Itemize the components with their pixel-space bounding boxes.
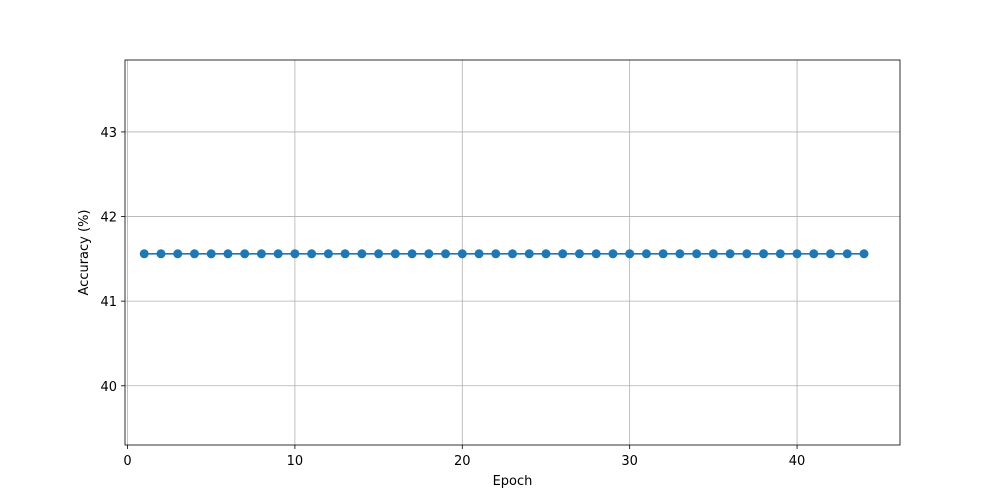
y-tick-label: 41 <box>100 295 117 310</box>
data-point <box>809 249 819 259</box>
data-point <box>491 249 501 259</box>
plot-frame <box>124 59 901 446</box>
data-point <box>842 249 852 259</box>
x-axis-label: Epoch <box>493 474 533 489</box>
y-tick-label: 42 <box>100 211 117 226</box>
data-point <box>742 249 752 259</box>
data-point <box>156 249 166 259</box>
data-point <box>273 249 283 259</box>
data-point <box>290 249 300 259</box>
y-tick-label: 43 <box>100 126 117 141</box>
x-tick-label: 30 <box>621 454 638 469</box>
data-point <box>374 249 384 259</box>
data-point <box>826 249 836 259</box>
data-point <box>641 249 651 259</box>
data-point <box>725 249 735 259</box>
data-point <box>792 249 802 259</box>
data-point <box>390 249 400 259</box>
data-point <box>340 249 350 259</box>
data-point <box>240 249 250 259</box>
data-point <box>424 249 434 259</box>
data-point <box>775 249 785 259</box>
data-point <box>474 249 484 259</box>
data-point <box>457 249 467 259</box>
data-point <box>307 249 317 259</box>
data-point <box>357 249 367 259</box>
data-point <box>524 249 534 259</box>
data-point <box>139 249 149 259</box>
x-tick-label: 0 <box>123 454 131 469</box>
data-point <box>625 249 635 259</box>
data-point <box>608 249 618 259</box>
data-point <box>558 249 568 259</box>
data-point <box>407 249 417 259</box>
data-point <box>675 249 685 259</box>
data-point <box>173 249 183 259</box>
x-tick-label: 10 <box>287 454 304 469</box>
ticks: 0 10 20 30 40 40 41 42 43 <box>100 126 805 469</box>
data-point <box>591 249 601 259</box>
grid <box>125 60 900 445</box>
data-point <box>206 249 216 259</box>
data-point <box>708 249 718 259</box>
data-point <box>692 249 702 259</box>
data-point <box>323 249 333 259</box>
data-point <box>223 249 233 259</box>
data-point <box>574 249 584 259</box>
data-point <box>541 249 551 259</box>
data-point <box>256 249 266 259</box>
data-point <box>859 249 869 259</box>
data-point <box>441 249 451 259</box>
data-point <box>658 249 668 259</box>
y-axis-label: Accuracy (%) <box>77 210 92 296</box>
data-point <box>189 249 199 259</box>
x-tick-label: 40 <box>789 454 806 469</box>
data-point <box>759 249 769 259</box>
x-tick-label: 20 <box>454 454 471 469</box>
y-tick-label: 40 <box>100 380 117 395</box>
series-layer <box>139 249 869 259</box>
data-point <box>508 249 517 259</box>
